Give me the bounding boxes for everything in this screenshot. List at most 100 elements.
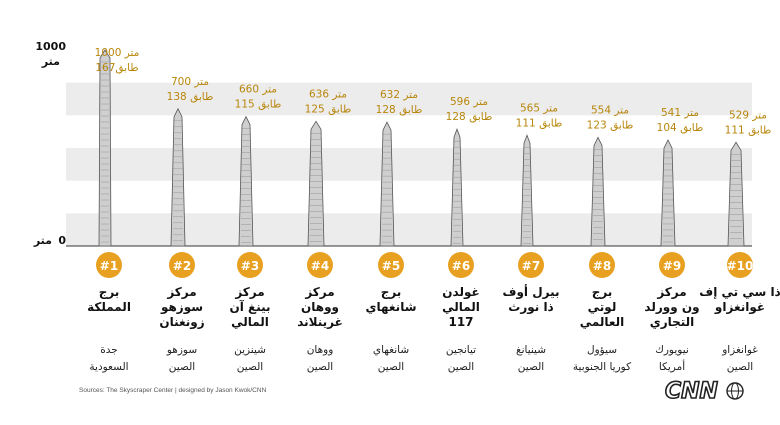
building-lotte-world-rank: #8: [593, 259, 611, 273]
building-lotte-world-name-line: لوتي: [588, 300, 617, 315]
building-lotte-world-bar: [590, 136, 606, 247]
building-one-wtc-floors-label: 104 طابق: [657, 122, 704, 134]
building-pearl-north-bar: [520, 134, 534, 247]
building-ctf-guangzhou-city: غوانغزاو: [721, 344, 758, 356]
building-shanghai-tower-name-line: برج: [381, 285, 402, 299]
building-kingdom-tower-city: جدة: [100, 344, 118, 356]
building-goldin-117-bar: [450, 128, 464, 247]
building-pearl-north-name-line: بيرل أوف: [503, 284, 560, 300]
building-lotte-world-name-line: برج: [592, 285, 613, 299]
building-pingan-name-line: المالي: [231, 315, 269, 329]
building-kingdom-tower-name-line: برج: [99, 285, 120, 299]
building-pingan-floors-label: 115 طابق: [235, 99, 282, 111]
building-shanghai-tower-bar: [379, 121, 395, 247]
building-ctf-guangzhou-name-line: غوانغزاو: [714, 300, 765, 315]
building-wuhan-greenland-country: الصين: [307, 361, 333, 373]
building-goldin-117-name-line: 117: [448, 315, 473, 329]
building-wuhan-greenland-name-line: غرينلاند: [297, 315, 343, 329]
building-lotte-world-name-line: العالمي: [580, 315, 625, 329]
building-lotte-world-height-label: 554 متر: [591, 104, 629, 116]
grid-band: [66, 148, 752, 181]
building-lotte-world-city: سيؤول: [587, 344, 617, 356]
building-pingan-height-label: 660 متر: [239, 84, 277, 96]
building-one-wtc-bar: [660, 139, 676, 247]
cnn-logo-text: CNN: [665, 379, 718, 404]
building-wuhan-greenland-bar: [307, 120, 325, 247]
building-ctf-guangzhou-bar: [727, 141, 745, 247]
grid-band: [66, 82, 752, 116]
building-suzhou-zhongnan-rank-badge: [169, 252, 195, 278]
building-pingan-name-line: بينغ آن: [229, 299, 270, 314]
building-goldin-117-height-label: 596 متر: [450, 96, 488, 108]
building-goldin-117-floors-label: 128 طابق: [446, 111, 493, 123]
building-pearl-north-country: الصين: [518, 361, 544, 373]
building-pingan-bar: [238, 115, 254, 247]
building-kingdom-tower-rank-badge: [96, 252, 122, 278]
building-one-wtc-city: نيويورك: [655, 344, 689, 356]
building-ctf-guangzhou-country: الصين: [727, 361, 753, 373]
building-ctf-guangzhou-name-line: ذا سي تي إف: [699, 285, 780, 299]
grid-band: [66, 213, 752, 246]
building-shanghai-tower-height-label: 632 متر: [380, 89, 418, 101]
building-goldin-117-country: الصين: [448, 361, 474, 373]
building-shanghai-tower-name-line: شانغهاي: [365, 300, 416, 314]
source-credit: Sources: The Skyscraper Center | designe…: [79, 387, 267, 394]
building-goldin-117-name-line: المالي: [442, 300, 480, 314]
building-wuhan-greenland-rank-badge: [307, 252, 333, 278]
building-goldin-117-city: تيانجين: [446, 344, 476, 356]
cnn-logo: CNN: [664, 378, 744, 405]
building-pearl-north-city: شينيانغ: [516, 344, 546, 356]
building-goldin-117-rank: #6: [452, 259, 470, 273]
y-axis-top-unit: متر: [41, 55, 60, 68]
building-ctf-guangzhou-height-label: 529 متر: [729, 109, 767, 121]
building-pingan-city: شينزين: [234, 344, 266, 356]
building-suzhou-zhongnan-city: سوزهو: [166, 344, 197, 356]
building-pearl-north-height-label: 565 متر: [520, 102, 558, 114]
building-shanghai-tower-country: الصين: [378, 361, 404, 373]
building-one-wtc-rank-badge: [659, 252, 685, 278]
building-suzhou-zhongnan-floors-label: 138 طابق: [167, 91, 214, 103]
building-kingdom-tower-height-label: 1000 متر: [95, 47, 140, 59]
building-wuhan-greenland-city: ووهان: [307, 344, 334, 356]
building-one-wtc-name-line: التجاري: [650, 315, 695, 329]
building-kingdom-tower-bar: [98, 49, 112, 247]
building-one-wtc-country: أمريكا: [659, 359, 685, 373]
y-axis-top-value: 1000: [35, 40, 66, 53]
building-shanghai-tower-city: شانغهاي: [373, 344, 409, 356]
building-kingdom-tower-name-line: المملكة: [87, 300, 131, 314]
building-suzhou-zhongnan-height-label: 700 متر: [171, 76, 209, 88]
building-shanghai-tower-floors-label: 128 طابق: [376, 104, 423, 116]
building-suzhou-zhongnan-bar: [170, 107, 186, 247]
building-lotte-world-floors-label: 123 طابق: [587, 119, 634, 131]
building-suzhou-zhongnan-name-line: مركز: [166, 285, 196, 299]
building-one-wtc-name-line: ون وورلد: [644, 300, 699, 315]
building-kingdom-tower-floors-label: 167طابق: [95, 62, 138, 74]
building-ctf-guangzhou-rank-badge: [727, 252, 753, 278]
y-axis-bottom-value: 0: [58, 234, 66, 247]
building-pingan-country: الصين: [237, 361, 263, 373]
y-axis-bottom-unit: متر: [33, 234, 52, 247]
building-one-wtc-height-label: 541 متر: [661, 107, 699, 119]
building-wuhan-greenland-floors-label: 125 طابق: [305, 103, 352, 115]
building-one-wtc-rank: #9: [663, 259, 681, 273]
building-suzhou-zhongnan-country: الصين: [169, 361, 195, 373]
building-kingdom-tower-country: السعودية: [89, 361, 128, 373]
building-kingdom-tower-rank: #1: [100, 259, 118, 273]
building-ctf-guangzhou-floors-label: 111 طابق: [725, 124, 772, 136]
building-shanghai-tower-rank-badge: [378, 252, 404, 278]
building-suzhou-zhongnan-name-line: سوزهو: [160, 300, 203, 315]
building-pearl-north-rank-badge: [518, 252, 544, 278]
building-shanghai-tower-rank: #5: [382, 259, 400, 273]
building-pingan-rank-badge: [237, 252, 263, 278]
building-goldin-117-name-line: غولدن: [442, 285, 479, 300]
building-wuhan-greenland-name-line: مركز: [304, 285, 334, 299]
building-lotte-world-rank-badge: [589, 252, 615, 278]
building-pearl-north-name-line: ذا نورث: [508, 300, 553, 315]
building-lotte-world-country: كوريا الجنوبية: [573, 361, 631, 373]
building-ctf-guangzhou-rank: #10: [727, 259, 754, 273]
building-wuhan-greenland-rank: #4: [311, 259, 329, 273]
building-suzhou-zhongnan-name-line: زونغنان: [159, 315, 204, 330]
building-pearl-north-floors-label: 111 طابق: [516, 117, 563, 129]
